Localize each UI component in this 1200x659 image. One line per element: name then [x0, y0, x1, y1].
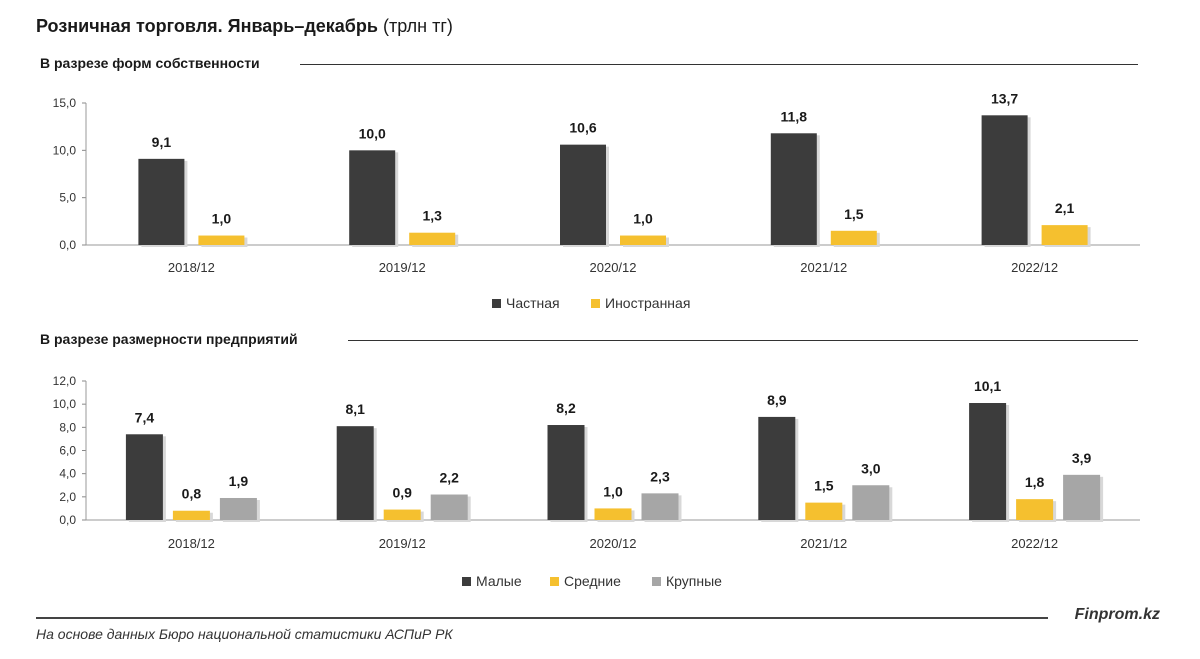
data-label: 1,8 — [1025, 474, 1045, 490]
y-tick-label: 0,0 — [59, 238, 76, 252]
legend-swatch — [462, 577, 471, 586]
bar — [383, 509, 421, 520]
data-label: 11,8 — [781, 108, 808, 124]
bar — [1016, 499, 1054, 520]
y-tick-label: 15,0 — [53, 96, 77, 110]
data-label: 2,3 — [650, 468, 670, 484]
section-title-size: В разрезе размерности предприятий — [40, 331, 304, 347]
bar — [336, 426, 374, 520]
legend-swatch — [591, 299, 600, 308]
legend-swatch — [492, 299, 501, 308]
legend-swatch — [652, 577, 661, 586]
brand-logo: Finprom.kz — [1074, 606, 1160, 623]
bar — [349, 150, 396, 245]
y-tick-label: 6,0 — [59, 444, 76, 458]
y-tick-label: 8,0 — [59, 420, 76, 434]
bar — [969, 403, 1007, 520]
x-category-label: 2020/12 — [590, 260, 637, 275]
bar — [198, 235, 245, 245]
bar — [830, 230, 877, 245]
bar — [805, 502, 843, 520]
bar — [981, 115, 1028, 245]
chart-title: Розничная торговля. Январь–декабрь (трлн… — [36, 16, 453, 37]
data-label: 10,1 — [974, 378, 1001, 394]
bar — [1041, 225, 1088, 245]
data-label: 1,0 — [633, 211, 653, 227]
source-note: На основе данных Бюро национальной стати… — [36, 626, 453, 642]
bar — [219, 497, 257, 520]
x-category-label: 2021/12 — [800, 536, 847, 551]
footer-rule — [36, 617, 1048, 619]
chart-title-unit: (трлн тг) — [383, 16, 453, 36]
x-category-label: 2019/12 — [379, 260, 426, 275]
bar — [172, 510, 210, 520]
data-label: 1,5 — [814, 478, 834, 494]
section-rule-1 — [300, 64, 1138, 65]
bar — [138, 158, 185, 245]
section-title-ownership: В разрезе форм собственности — [40, 55, 266, 71]
legend-label: Крупные — [666, 573, 722, 589]
bar — [758, 416, 796, 520]
y-tick-label: 5,0 — [59, 191, 76, 205]
data-label: 1,0 — [603, 483, 623, 499]
bar — [1063, 474, 1101, 520]
data-label: 1,3 — [422, 208, 442, 224]
bar — [125, 434, 163, 520]
data-label: 2,2 — [439, 470, 459, 486]
x-category-label: 2020/12 — [590, 536, 637, 551]
data-label: 10,0 — [359, 125, 386, 141]
legend-label: Иностранная — [605, 295, 690, 311]
legend-swatch — [550, 577, 559, 586]
section-rule-2 — [348, 340, 1138, 341]
bar — [409, 232, 456, 245]
bar — [641, 493, 679, 520]
y-tick-label: 12,0 — [53, 374, 77, 388]
data-label: 1,5 — [844, 206, 864, 222]
y-tick-label: 10,0 — [53, 397, 77, 411]
y-tick-label: 2,0 — [59, 490, 76, 504]
legend-label: Средние — [564, 573, 621, 589]
data-label: 7,4 — [135, 409, 155, 425]
x-category-label: 2022/12 — [1011, 536, 1058, 551]
x-category-label: 2018/12 — [168, 536, 215, 551]
data-label: 0,9 — [392, 485, 412, 501]
bar — [560, 144, 606, 245]
data-label: 3,0 — [861, 460, 881, 476]
data-label: 8,9 — [767, 392, 787, 408]
data-label: 1,9 — [229, 473, 249, 489]
y-tick-label: 4,0 — [59, 467, 76, 481]
y-tick-label: 10,0 — [53, 143, 77, 157]
y-tick-label: 0,0 — [59, 513, 76, 527]
data-label: 13,7 — [991, 90, 1018, 106]
legend-label: Малые — [476, 573, 522, 589]
data-label: 3,9 — [1072, 450, 1092, 466]
bar — [620, 235, 666, 245]
bar — [547, 425, 585, 520]
bar — [430, 494, 468, 520]
x-category-label: 2019/12 — [379, 536, 426, 551]
data-label: 9,1 — [152, 134, 172, 150]
data-label: 1,0 — [212, 211, 232, 227]
bar — [852, 485, 890, 520]
bar — [770, 133, 817, 245]
data-label: 8,2 — [556, 400, 576, 416]
x-category-label: 2022/12 — [1011, 260, 1058, 275]
chart-title-main: Розничная торговля. Январь–декабрь — [36, 16, 378, 36]
data-label: 0,8 — [182, 486, 202, 502]
x-category-label: 2021/12 — [800, 260, 847, 275]
data-label: 8,1 — [345, 401, 365, 417]
bar — [594, 508, 632, 520]
x-category-label: 2018/12 — [168, 260, 215, 275]
data-label: 2,1 — [1055, 200, 1075, 216]
legend-label: Частная — [506, 295, 560, 311]
data-label: 10,6 — [569, 120, 596, 136]
